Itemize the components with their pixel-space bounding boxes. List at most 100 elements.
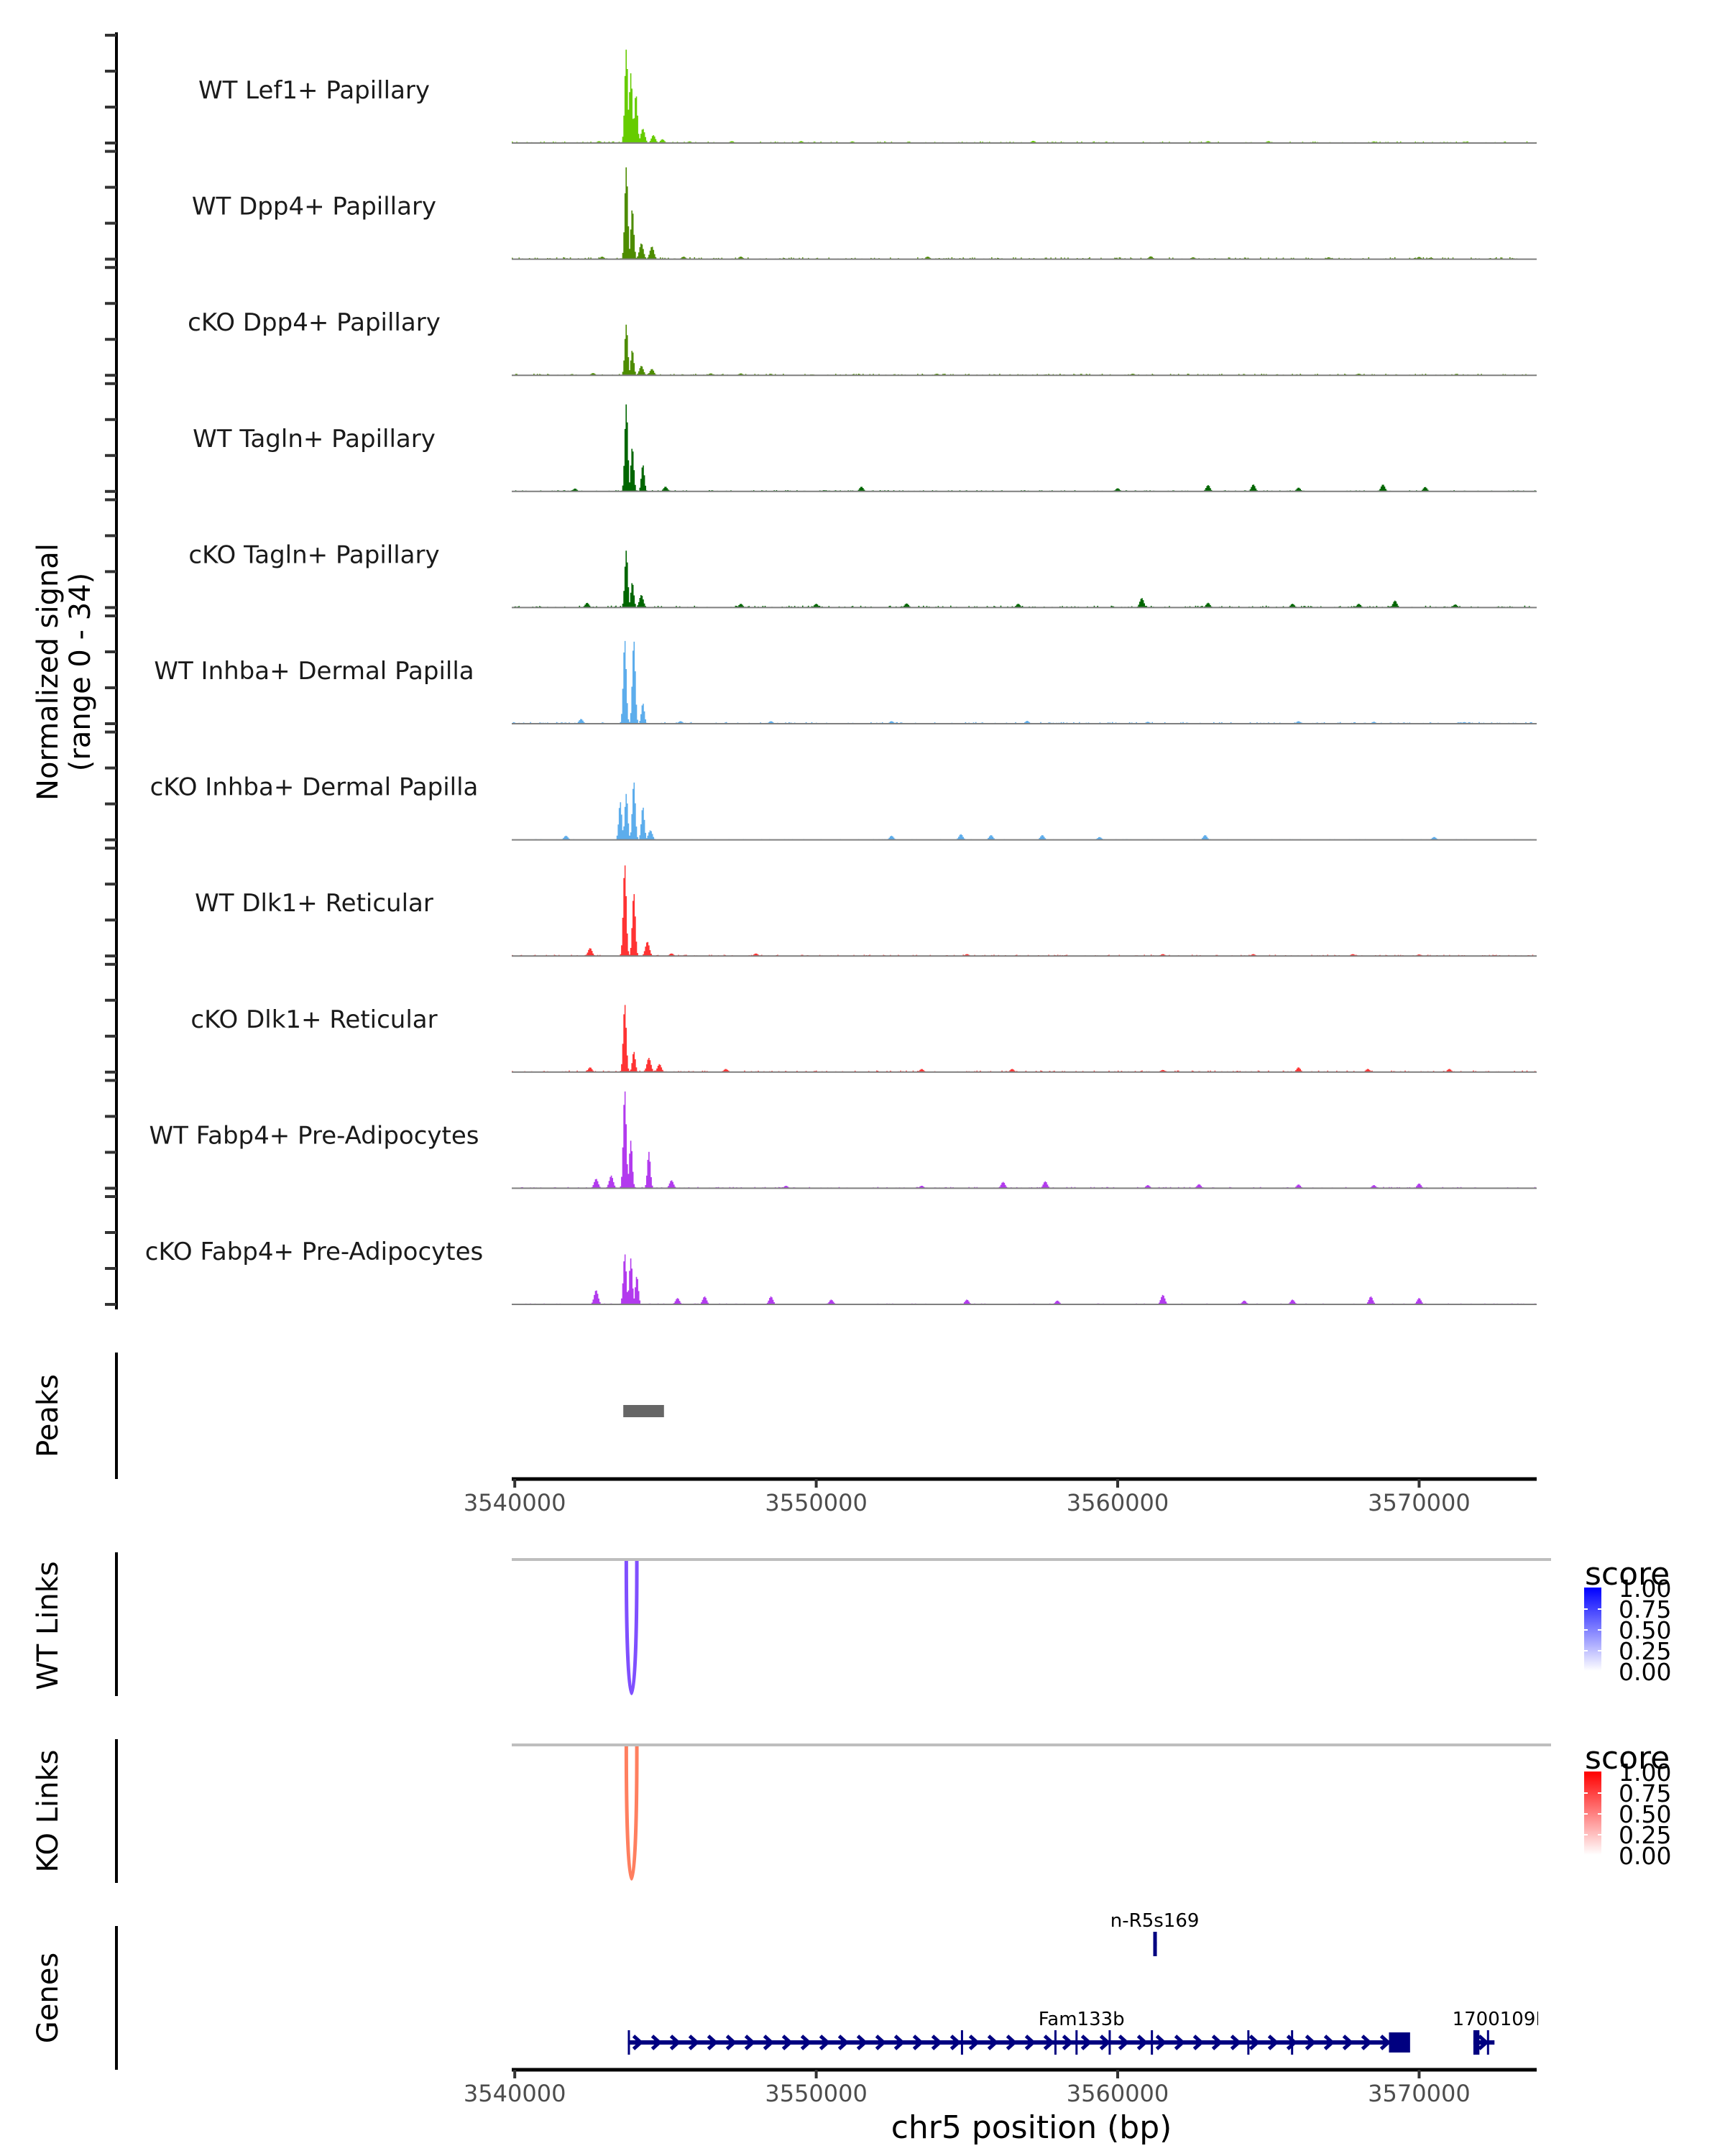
track-label: WT Tagln+ Papillary bbox=[193, 425, 436, 453]
coverage-track: cKO Tagln+ Papillary bbox=[188, 540, 1537, 609]
strand-arrow bbox=[931, 2035, 943, 2050]
strand-arrow bbox=[781, 2035, 794, 2050]
strand-arrow bbox=[1379, 2035, 1392, 2050]
track-label: cKO Fabp4+ Pre-Adipocytes bbox=[145, 1238, 484, 1266]
track-label: WT Dpp4+ Papillary bbox=[192, 193, 436, 221]
wt-legend-ticks: 1.000.750.500.250.00 bbox=[1584, 1575, 1671, 1686]
track-label: WT Lef1+ Papillary bbox=[198, 76, 430, 105]
strand-arrow bbox=[819, 2035, 831, 2050]
wt-legend-title: score bbox=[1585, 1556, 1670, 1593]
wt-score-legend: score 1.000.750.500.250.00 bbox=[1584, 1556, 1671, 1686]
gene-model: n-R5s169 bbox=[1110, 1910, 1200, 1956]
strand-arrow bbox=[949, 2035, 962, 2050]
exon bbox=[1151, 2030, 1154, 2055]
link-arc bbox=[624, 1560, 639, 1695]
gene-model: Fam133b bbox=[627, 2009, 1410, 2055]
ko-legend-ticks: 1.000.750.500.250.00 bbox=[1584, 1759, 1671, 1870]
strand-arrow bbox=[632, 2035, 644, 2050]
coverage-y-axis: Normalized signal (range 0 - 34) bbox=[32, 32, 118, 1309]
legend-tick-label: 1.00 bbox=[1619, 1759, 1671, 1787]
strand-arrow bbox=[1136, 2035, 1149, 2050]
x-tick-label: 3570000 bbox=[1368, 1489, 1471, 1516]
legend-tick-label: 0.75 bbox=[1619, 1779, 1671, 1807]
strand-arrow bbox=[1211, 2035, 1223, 2050]
strand-arrow bbox=[1155, 2035, 1167, 2050]
peak-regions bbox=[623, 1405, 664, 1417]
exon bbox=[1054, 2030, 1057, 2055]
exon bbox=[1153, 1932, 1157, 1956]
legend-tick-label: 0.75 bbox=[1619, 1595, 1671, 1623]
strand-arrow bbox=[1080, 2035, 1092, 2050]
strand-arrow bbox=[1192, 2035, 1205, 2050]
x-tick-label: 3540000 bbox=[464, 2080, 566, 2107]
strand-arrow bbox=[669, 2035, 681, 2050]
strand-arrow bbox=[875, 2035, 887, 2050]
coverage-track: WT Inhba+ Dermal Papilla bbox=[154, 640, 1537, 724]
x-axis-peaks: 3540000 3550000 3560000 3570000 bbox=[464, 1477, 1537, 1516]
x-axis-genes: 3540000 3550000 3560000 3570000 bbox=[464, 2068, 1537, 2107]
legend-tick-label: 0.50 bbox=[1619, 1800, 1671, 1828]
strand-arrow bbox=[725, 2035, 737, 2050]
track-label: cKO Dlk1+ Reticular bbox=[190, 1005, 437, 1034]
strand-arrow bbox=[744, 2035, 756, 2050]
strand-arrow bbox=[1248, 2035, 1261, 2050]
legend-tick-label: 0.50 bbox=[1619, 1616, 1671, 1644]
legend-tick-label: 1.00 bbox=[1619, 1575, 1671, 1603]
strand-arrow bbox=[650, 2035, 663, 2050]
track-label: cKO Tagln+ Papillary bbox=[188, 540, 439, 569]
strand-arrow bbox=[987, 2035, 999, 2050]
legend-tick-label: 0.25 bbox=[1619, 1821, 1671, 1849]
legend-tick-label: 0.25 bbox=[1619, 1637, 1671, 1665]
strand-arrow bbox=[707, 2035, 719, 2050]
coverage-track: WT Dpp4+ Papillary bbox=[192, 167, 1537, 260]
strand-arrow bbox=[1267, 2035, 1279, 2050]
track-label: WT Fabp4+ Pre-Adipocytes bbox=[150, 1121, 479, 1150]
coverage-tracks: WT Lef1+ Papillary WT Dpp4+ Papillary cKO … bbox=[145, 50, 1537, 1305]
x-tick-label: 3560000 bbox=[1067, 2080, 1169, 2107]
strand-arrow bbox=[968, 2035, 980, 2050]
x-tick-label: 3550000 bbox=[765, 2080, 868, 2107]
x-axis-title: chr5 position (bp) bbox=[891, 2109, 1172, 2146]
gene-label: n-R5s169 bbox=[1110, 1910, 1200, 1932]
exon bbox=[1291, 2030, 1294, 2055]
strand-arrow bbox=[1230, 2035, 1242, 2050]
strand-arrow bbox=[1323, 2035, 1335, 2050]
track-label: WT Dlk1+ Reticular bbox=[195, 889, 433, 918]
strand-arrow bbox=[1062, 2035, 1074, 2050]
coverage-y-ticks bbox=[105, 34, 116, 1306]
x-tick-label: 3550000 bbox=[765, 1489, 868, 1516]
strand-arrow bbox=[1043, 2035, 1055, 2050]
x-tick-label: 3540000 bbox=[464, 1489, 566, 1516]
ko-links-arcs bbox=[624, 1746, 639, 1881]
track-label: WT Inhba+ Dermal Papilla bbox=[154, 657, 474, 686]
strand-arrow bbox=[1286, 2035, 1298, 2050]
exon bbox=[1486, 2030, 1489, 2055]
strand-arrow bbox=[1024, 2035, 1036, 2050]
ko-score-legend: score 1.000.750.500.250.00 bbox=[1584, 1740, 1671, 1870]
peaks-panel: Peaks 3540000 3550000 3560000 3570000 bbox=[32, 1353, 1537, 1516]
strand-arrow bbox=[1174, 2035, 1186, 2050]
genes-track-label: Genes bbox=[32, 1953, 65, 2043]
coverage-track: WT Tagln+ Papillary bbox=[193, 404, 1537, 492]
coverage-track: cKO Inhba+ Dermal Papilla bbox=[150, 773, 1537, 841]
strand-arrow bbox=[1099, 2035, 1111, 2050]
link-arc bbox=[624, 1746, 639, 1881]
strand-arrow bbox=[763, 2035, 775, 2050]
exon bbox=[1247, 2030, 1250, 2055]
coverage-y-axis-title-line2: (range 0 - 34) bbox=[64, 573, 97, 771]
legend-tick-label: 0.00 bbox=[1619, 1658, 1671, 1686]
coverage-track: WT Dlk1+ Reticular bbox=[195, 865, 1537, 957]
exon bbox=[1075, 2030, 1078, 2055]
strand-arrow bbox=[800, 2035, 812, 2050]
strand-arrow bbox=[1361, 2035, 1373, 2050]
coverage-track: WT Fabp4+ Pre-Adipocytes bbox=[150, 1091, 1537, 1189]
strand-arrow bbox=[1118, 2035, 1130, 2050]
exon bbox=[960, 2030, 963, 2055]
coverage-track: cKO Dpp4+ Papillary bbox=[188, 308, 1537, 377]
strand-arrow bbox=[1305, 2035, 1317, 2050]
ko-legend-title: score bbox=[1585, 1740, 1670, 1777]
track-label: cKO Inhba+ Dermal Papilla bbox=[150, 773, 479, 802]
